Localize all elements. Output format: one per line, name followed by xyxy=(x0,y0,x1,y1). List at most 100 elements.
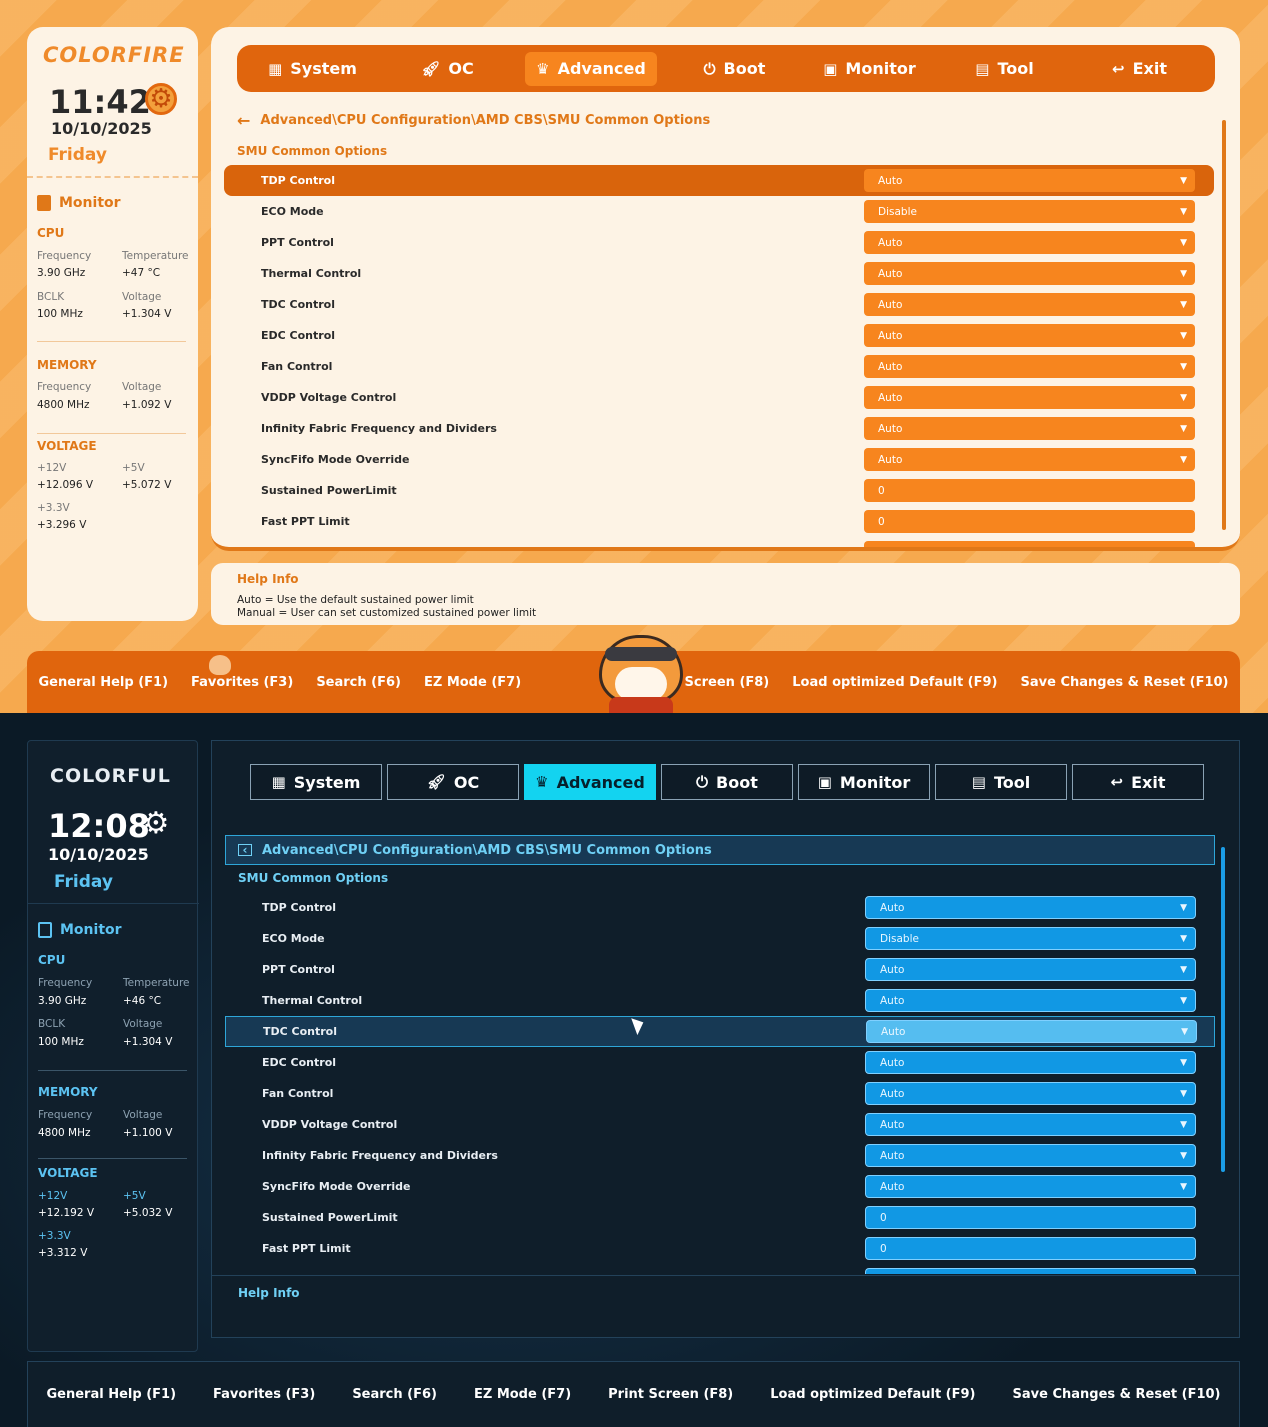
favorites-button[interactable]: Favorites (F3) xyxy=(213,1387,316,1402)
tab-monitor[interactable]: ▣ Monitor xyxy=(823,59,916,78)
setting-dropdown[interactable]: Auto ▼ xyxy=(865,1051,1196,1074)
setting-dropdown[interactable]: Auto ▼ xyxy=(864,293,1195,316)
setting-row[interactable]: Sustained PowerLimit 0 xyxy=(225,1202,1215,1233)
load-default-button[interactable]: Load optimized Default (F9) xyxy=(770,1387,976,1402)
save-reset-button[interactable]: Save Changes & Reset (F10) xyxy=(1012,1387,1221,1402)
setting-dropdown[interactable]: Auto ▼ xyxy=(864,386,1195,409)
divider xyxy=(37,433,186,434)
setting-dropdown[interactable]: Auto ▼ xyxy=(865,1113,1196,1136)
setting-row[interactable]: Fan Control Auto ▼ xyxy=(225,1078,1215,1109)
chevron-down-icon: ▼ xyxy=(1180,268,1187,279)
tab-boot[interactable]: ⏻ Boot xyxy=(703,59,766,78)
setting-row[interactable]: SyncFifo Mode Override Auto ▼ xyxy=(225,1171,1215,1202)
setting-dropdown[interactable]: Disable ▼ xyxy=(865,927,1196,950)
setting-dropdown[interactable]: Auto ▼ xyxy=(865,896,1196,919)
setting-row[interactable]: TDP Control Auto ▼ xyxy=(224,165,1214,196)
tab-system[interactable]: ▦ System xyxy=(250,764,382,800)
setting-dropdown[interactable]: Auto ▼ xyxy=(864,324,1195,347)
setting-input[interactable]: 0 xyxy=(865,1237,1196,1260)
setting-row[interactable]: TDC Control Auto ▼ xyxy=(224,289,1214,320)
setting-row-partial[interactable] xyxy=(224,537,1214,547)
power-icon: ⏻ xyxy=(696,773,709,791)
setting-dropdown[interactable]: Disable ▼ xyxy=(864,200,1195,223)
setting-row[interactable]: PPT Control Auto ▼ xyxy=(225,954,1215,985)
setting-dropdown[interactable]: Auto ▼ xyxy=(864,231,1195,254)
setting-row[interactable]: SyncFifo Mode Override Auto ▼ xyxy=(224,444,1214,475)
setting-row[interactable]: Infinity Fabric Frequency and Dividers Au… xyxy=(224,413,1214,444)
search-button[interactable]: Search (F6) xyxy=(352,1387,437,1402)
setting-row[interactable]: TDC Control Auto ▼ xyxy=(225,1016,1215,1047)
general-help-button[interactable]: General Help (F1) xyxy=(46,1387,177,1402)
clock-time: 11:42 xyxy=(49,83,151,121)
setting-input[interactable]: 0 xyxy=(864,479,1195,502)
setting-row[interactable]: Thermal Control Auto ▼ xyxy=(225,985,1215,1016)
ez-mode-button[interactable]: EZ Mode (F7) xyxy=(473,1387,572,1402)
setting-dropdown[interactable]: Auto ▼ xyxy=(865,958,1196,981)
cpu-volt-value: +1.304 V xyxy=(122,308,172,320)
setting-dropdown[interactable]: Auto ▼ xyxy=(865,989,1196,1012)
setting-dropdown[interactable]: Auto ▼ xyxy=(865,1144,1196,1167)
breadcrumb[interactable]: ‹ Advanced\CPU Configuration\AMD CBS\SMU … xyxy=(225,835,1215,865)
favorites-button[interactable]: Favorites (F3) xyxy=(191,674,294,690)
voltage-title: VOLTAGE xyxy=(38,1166,98,1180)
setting-row[interactable]: ECO Mode Disable ▼ xyxy=(224,196,1214,227)
tab-advanced[interactable]: ♛ Advanced xyxy=(525,51,657,86)
setting-dropdown[interactable]: Auto ▼ xyxy=(864,262,1195,285)
setting-dropdown[interactable]: Auto ▼ xyxy=(865,1082,1196,1105)
back-arrow-icon[interactable]: ← xyxy=(237,111,251,130)
back-arrow-icon[interactable]: ‹ xyxy=(238,843,252,857)
setting-dropdown[interactable]: Auto ▼ xyxy=(865,1175,1196,1198)
settings-panel: ▦ System 🚀︎ OC ♛ Advanced ⏻ Boot ▣ Monitor ▤ T… xyxy=(211,27,1240,551)
tab-tool[interactable]: ▤ Tool xyxy=(935,764,1067,800)
chevron-down-icon: ▼ xyxy=(1180,1181,1187,1192)
setting-row[interactable]: Infinity Fabric Frequency and Dividers Au… xyxy=(225,1140,1215,1171)
setting-row[interactable]: TDP Control Auto ▼ xyxy=(225,892,1215,923)
setting-row[interactable]: Fan Control Auto ▼ xyxy=(224,351,1214,382)
setting-row[interactable]: Fast PPT Limit 0 xyxy=(225,1233,1215,1264)
setting-row[interactable]: ECO Mode Disable ▼ xyxy=(225,923,1215,954)
setting-input[interactable] xyxy=(864,541,1195,547)
setting-row[interactable]: Sustained PowerLimit 0 xyxy=(224,475,1214,506)
tab-advanced[interactable]: ♛ Advanced xyxy=(524,764,656,800)
tab-oc[interactable]: 🚀︎ OC xyxy=(421,59,474,78)
setting-row[interactable]: EDC Control Auto ▼ xyxy=(224,320,1214,351)
search-button[interactable]: Search (F6) xyxy=(316,674,401,690)
general-help-button[interactable]: General Help (F1) xyxy=(38,674,169,690)
brand-logo: COLORFUL xyxy=(50,765,171,787)
setting-input[interactable]: 0 xyxy=(865,1206,1196,1229)
setting-row[interactable]: VDDP Voltage Control Auto ▼ xyxy=(224,382,1214,413)
setting-row[interactable]: Thermal Control Auto ▼ xyxy=(224,258,1214,289)
divider xyxy=(37,341,186,342)
orange-theme-screen: COLORFIRE 11:42 ⚙ 10/10/2025 Friday Moni… xyxy=(0,0,1268,713)
tab-monitor[interactable]: ▣ Monitor xyxy=(798,764,930,800)
setting-dropdown[interactable]: Auto ▼ xyxy=(864,169,1195,192)
tab-system[interactable]: ▦ System xyxy=(268,59,357,78)
setting-row[interactable]: Fast PPT Limit 0 xyxy=(224,506,1214,537)
gear-icon[interactable]: ⚙ xyxy=(142,805,170,841)
gear-icon[interactable]: ⚙ xyxy=(145,83,177,115)
scrollbar[interactable] xyxy=(1221,847,1225,1172)
setting-row[interactable]: VDDP Voltage Control Auto ▼ xyxy=(225,1109,1215,1140)
tab-oc[interactable]: 🚀︎ OC xyxy=(387,764,519,800)
save-reset-button[interactable]: Save Changes & Reset (F10) xyxy=(1020,674,1229,690)
setting-row[interactable]: EDC Control Auto ▼ xyxy=(225,1047,1215,1078)
tab-exit[interactable]: ↩ Exit xyxy=(1112,59,1167,78)
load-default-button[interactable]: Load optimized Default (F9) xyxy=(792,674,998,690)
ez-mode-button[interactable]: EZ Mode (F7) xyxy=(423,674,522,690)
v5-value: +5.072 V xyxy=(122,479,172,491)
scrollbar[interactable] xyxy=(1222,120,1226,530)
setting-input[interactable]: 0 xyxy=(864,510,1195,533)
setting-input[interactable] xyxy=(865,1268,1196,1274)
setting-row[interactable]: PPT Control Auto ▼ xyxy=(224,227,1214,258)
cpu-temp-label: Temperature xyxy=(123,977,190,989)
setting-dropdown[interactable]: Auto ▼ xyxy=(866,1020,1197,1043)
setting-dropdown[interactable]: Auto ▼ xyxy=(864,417,1195,440)
print-screen-button[interactable]: Print Screen (F8) xyxy=(608,1387,734,1402)
tab-exit[interactable]: ↩ Exit xyxy=(1072,764,1204,800)
tab-boot[interactable]: ⏻ Boot xyxy=(661,764,793,800)
setting-dropdown[interactable]: Auto ▼ xyxy=(864,448,1195,471)
setting-dropdown[interactable]: Auto ▼ xyxy=(864,355,1195,378)
tab-tool[interactable]: ▤ Tool xyxy=(975,59,1034,78)
setting-row-partial[interactable] xyxy=(225,1264,1215,1274)
breadcrumb[interactable]: ← Advanced\CPU Configuration\AMD CBS\SMU … xyxy=(237,111,711,130)
